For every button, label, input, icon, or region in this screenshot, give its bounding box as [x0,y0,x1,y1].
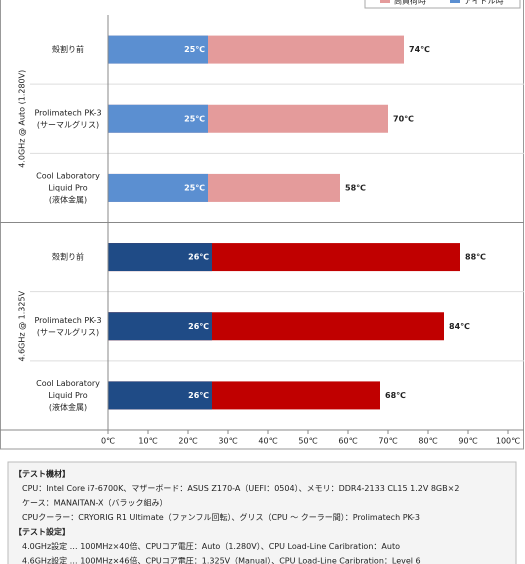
note-line: 【テスト機材】 [14,469,70,479]
note-line: 4.6GHz設定 … 100MHz×46倍、CPUコア電圧：1.325V（Man… [22,556,421,564]
x-tick-label: 60℃ [338,437,357,446]
value-label: 74℃ [409,45,430,54]
note-line: 【テスト設定】 [14,527,70,537]
x-tick-label: 70℃ [378,437,397,446]
x-tick-label: 40℃ [258,437,277,446]
value-label: 26℃ [188,322,209,331]
category-label: Liquid Pro [48,183,87,192]
category-label: 殻割り前 [52,252,84,262]
legend-swatch [380,0,390,3]
category-label: (液体金属) [49,402,87,412]
legend-box [364,0,521,9]
chart-frame [0,0,524,450]
value-label: 25℃ [184,183,205,192]
note-line: ケース：MANAITAN-X（バラック組み） [22,498,167,508]
bar [108,104,208,133]
x-tick-label: 100℃ [496,437,520,446]
x-tick-label: 20℃ [178,437,197,446]
note-line: CPUクーラー：CRYORIG R1 Ultimate（ファンフル回転）、グリス… [22,512,420,522]
x-tick-label: 10℃ [138,437,157,446]
category-label: (サーマルグリス) [37,327,99,337]
group-label: 4.6GHz @ 1.325V [18,290,27,361]
category-label: Prolimatech PK-3 [34,108,101,117]
value-label: 70℃ [393,114,414,123]
group-label: 4.0GHz @ Auto (1.280V) [18,70,27,168]
legend-label: 高負荷時 [394,0,426,6]
x-tick-label: 50℃ [298,437,317,446]
bar [108,35,208,64]
category-label: (液体金属) [49,194,87,204]
x-tick-label: 30℃ [218,437,237,446]
value-label: 25℃ [184,45,205,54]
legend-swatch [450,0,460,3]
value-label: 84℃ [449,322,470,331]
notes-box [7,461,517,564]
value-label: 25℃ [184,114,205,123]
category-label: (サーマルグリス) [37,119,99,129]
category-label: Prolimatech PK-3 [34,316,101,325]
value-label: 68℃ [385,391,406,400]
note-line: CPU：Intel Core i7-6700K、マザーボード：ASUS Z170… [22,484,459,493]
legend-label: アイドル時 [464,0,504,6]
category-label: 殻割り前 [52,44,84,54]
category-label: Cool Laboratory [36,171,100,180]
note-line: 4.0GHz設定 … 100MHz×40倍、CPUコア電圧：Auto（1.280… [22,541,400,551]
bar [108,381,212,410]
category-label: Liquid Pro [48,391,87,400]
bar [108,243,212,272]
value-label: 26℃ [188,253,209,262]
bar [108,173,208,202]
x-tick-label: 90℃ [458,437,477,446]
category-label: Cool Laboratory [36,379,100,388]
value-label: 26℃ [188,391,209,400]
x-tick-label: 0℃ [101,437,115,446]
bar [108,312,212,341]
x-tick-label: 80℃ [418,437,437,446]
value-label: 88℃ [465,253,486,262]
value-label: 58℃ [345,183,366,192]
